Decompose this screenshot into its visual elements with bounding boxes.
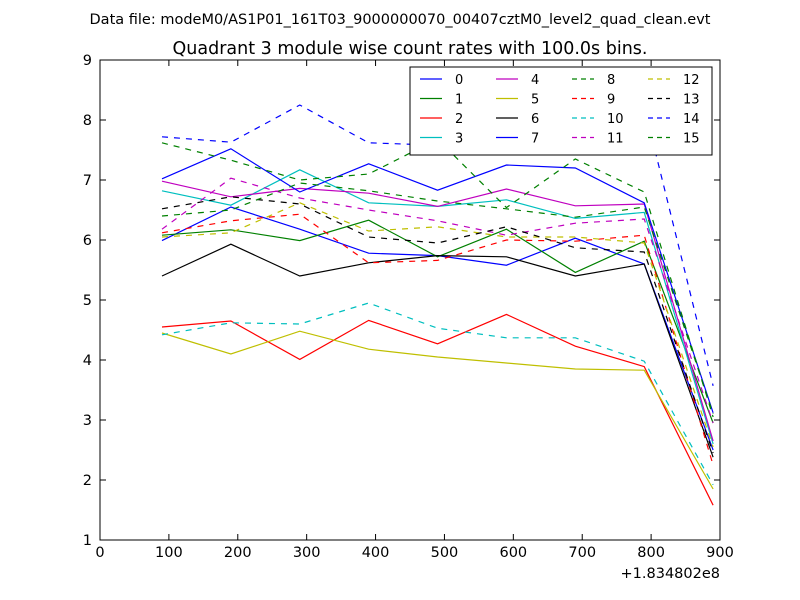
legend-label: 1 (455, 93, 463, 108)
legend-entry-9: 9 (572, 93, 615, 108)
legend-entry-3: 3 (420, 132, 463, 147)
legend-label: 10 (607, 112, 624, 127)
x-tick-label: 500 (431, 545, 459, 561)
y-tick-label: 9 (83, 53, 92, 69)
series-line-10 (161, 302, 714, 486)
legend-label: 7 (531, 132, 539, 147)
series-line-13 (161, 196, 714, 454)
series-line-2 (161, 313, 714, 506)
legend-label: 6 (531, 112, 539, 127)
series-line-5 (161, 330, 714, 490)
x-tick-label: 400 (362, 545, 390, 561)
legend-label: 2 (455, 112, 463, 127)
legend-box (409, 66, 713, 156)
legend-label: 3 (455, 132, 463, 147)
legend-label: 4 (531, 73, 539, 88)
y-tick-label: 6 (83, 233, 92, 249)
y-tick-label: 1 (83, 533, 92, 549)
x-tick-label: 700 (568, 545, 596, 561)
legend-entry-4: 4 (496, 73, 539, 88)
x-tick-label: 200 (224, 545, 252, 561)
series-group (161, 104, 714, 506)
legend-label: 8 (607, 73, 615, 88)
y-tick-label: 4 (83, 353, 92, 369)
x-tick-label: 0 (95, 545, 104, 561)
legend-entry-10: 10 (572, 112, 624, 127)
legend-label: 5 (531, 93, 539, 108)
legend-entry-11: 11 (572, 132, 624, 147)
series-line-4 (161, 180, 714, 442)
legend-entry-0: 0 (420, 73, 463, 88)
series-line-11 (161, 177, 714, 424)
legend-label: 0 (455, 73, 463, 88)
y-tick-label: 7 (83, 173, 92, 189)
plot-area: 0 100 200 300 400 500 600 700 800 900123456789012… (83, 53, 734, 561)
legend-entry-8: 8 (572, 73, 615, 88)
legend-entry-5: 5 (496, 93, 539, 108)
y-tick-label: 5 (83, 293, 92, 309)
legend-label: 12 (683, 73, 700, 88)
x-tick-label: 800 (637, 545, 665, 561)
legend-entry-12: 12 (648, 73, 700, 88)
series-line-9 (161, 213, 714, 466)
x-tick-label: 300 (293, 545, 321, 561)
legend-label: 11 (607, 132, 624, 147)
series-line-7 (161, 148, 714, 413)
series-line-1 (161, 219, 714, 424)
legend-entry-6: 6 (496, 112, 539, 127)
x-offset-label: +1.834802e8 (621, 566, 720, 582)
chart-title: Quadrant 3 module wise count rates with … (173, 39, 648, 59)
figure-suptitle: Data file: modeM0/AS1P01_161T03_90000000… (90, 12, 711, 28)
legend-label: 15 (683, 132, 700, 147)
legend-entry-2: 2 (420, 112, 463, 127)
y-tick-label: 8 (83, 113, 92, 129)
legend-label: 14 (683, 112, 700, 127)
series-line-6 (161, 243, 714, 458)
y-tick-label: 3 (83, 413, 92, 429)
x-tick-label: 600 (499, 545, 527, 561)
x-tick-label: 900 (706, 545, 734, 561)
legend-entry-7: 7 (496, 132, 539, 147)
legend-entry-14: 14 (648, 112, 700, 127)
legend-label: 13 (683, 93, 700, 108)
legend-entry-1: 1 (420, 93, 463, 108)
legend-entry-13: 13 (648, 93, 700, 108)
x-tick-label: 100 (155, 545, 183, 561)
legend-label: 9 (607, 93, 615, 108)
y-tick-label: 2 (83, 473, 92, 489)
legend-entry-15: 15 (648, 132, 700, 147)
series-line-12 (161, 202, 714, 448)
